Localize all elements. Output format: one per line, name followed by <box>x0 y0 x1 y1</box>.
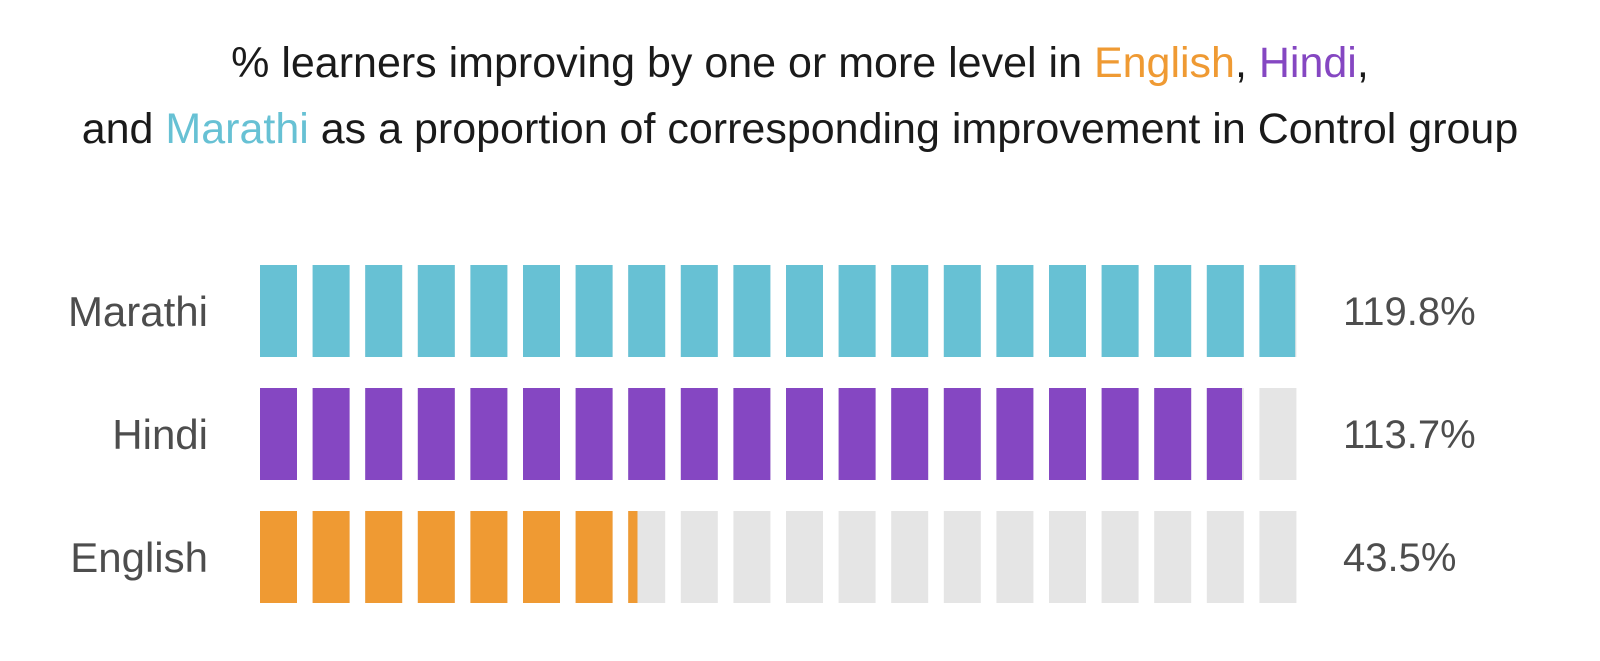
title-hindi: Hindi <box>1258 39 1357 87</box>
bar-segment-filled <box>733 388 771 480</box>
bar-segment-filled <box>838 265 876 357</box>
bar-segment-filled <box>470 265 508 357</box>
bar-segment-filled <box>1049 265 1086 357</box>
bar-segment-empty <box>733 511 771 603</box>
bar-segment-empty <box>1259 511 1297 603</box>
bar-segment-filled <box>628 388 666 480</box>
bar-segment-filled <box>1101 265 1139 357</box>
bar-segment-filled <box>996 265 1034 357</box>
bar-segment-filled <box>786 265 823 357</box>
bar-segment-filled <box>891 388 929 480</box>
bar-segment-filled <box>365 511 403 603</box>
bar-segment-filled <box>312 388 350 480</box>
bar-segment-filled <box>1206 265 1244 357</box>
category-label: Marathi <box>68 288 208 335</box>
bar-segment-filled <box>523 388 560 480</box>
bar-segment-filled <box>680 265 718 357</box>
bar-segment-filled <box>575 265 613 357</box>
bar-segment-empty <box>943 511 981 603</box>
title-line-1: % learners improving by one or more leve… <box>0 30 1600 96</box>
bar-segment-filled <box>260 265 297 357</box>
value-label: 43.5% <box>1343 536 1456 580</box>
bar-segment-empty <box>1101 511 1139 603</box>
bar-segment-filled <box>417 388 455 480</box>
bar-row-marathi: Marathi 119.8% <box>68 265 1476 357</box>
bar-segment-filled <box>891 265 929 357</box>
bar-segment-filled <box>1206 388 1242 480</box>
bar-segment-empty <box>1259 388 1297 480</box>
bar-segment-empty <box>838 511 876 603</box>
bar-segment-filled <box>260 511 297 603</box>
bar-segment-filled <box>1154 265 1192 357</box>
title-line-2: and Marathi as a proportion of correspon… <box>0 96 1600 162</box>
value-label: 119.8% <box>1343 290 1476 334</box>
bar-segment-filled <box>365 265 403 357</box>
bar-segment-filled <box>523 511 560 603</box>
bar-segment-filled <box>1101 388 1139 480</box>
bar-segment-filled <box>575 388 613 480</box>
bar-segment-filled <box>312 265 350 357</box>
category-label: Hindi <box>112 411 208 458</box>
bar-row-hindi: Hindi 113.7% <box>112 388 1476 480</box>
bar-segment-filled <box>365 388 403 480</box>
bar-segment-filled <box>733 265 771 357</box>
bar-segment-empty <box>680 511 718 603</box>
bar-segment-filled <box>680 388 718 480</box>
title-separator: , <box>1234 39 1259 87</box>
bar-segment-empty <box>1206 511 1244 603</box>
bar-segment-filled <box>628 265 666 357</box>
bar-segment-empty <box>786 511 823 603</box>
bar-segment-filled <box>1049 388 1086 480</box>
chart-title: % learners improving by one or more leve… <box>0 30 1600 162</box>
bar-segment-filled <box>417 511 455 603</box>
bar-segment-empty <box>891 511 929 603</box>
title-separator: , <box>1356 39 1369 87</box>
bar-segment-filled <box>470 511 508 603</box>
value-label: 113.7% <box>1343 413 1476 457</box>
bar-row-english: English 43.5% <box>70 511 1456 603</box>
title-marathi: Marathi <box>165 105 309 153</box>
bar-segment-filled <box>470 388 508 480</box>
bar-segment-empty <box>996 511 1034 603</box>
bar-segment-filled <box>417 265 455 357</box>
bar-segment-filled <box>312 511 350 603</box>
bar-segment-empty <box>1154 511 1192 603</box>
title-text: and <box>81 105 166 153</box>
bar-segment-filled <box>996 388 1034 480</box>
bar-segment-filled <box>943 388 981 480</box>
bar-segment-filled <box>786 388 823 480</box>
category-label: English <box>70 534 208 581</box>
bar-segment-filled <box>943 265 981 357</box>
bar-segment-filled <box>628 511 638 603</box>
title-text: as a proportion of corresponding improve… <box>308 105 1519 153</box>
title-english: English <box>1093 39 1235 87</box>
title-text: % learners improving by one or more leve… <box>231 39 1094 87</box>
bar-segment-filled <box>1259 265 1296 357</box>
bar-segment-filled <box>260 388 297 480</box>
bar-segment-filled <box>575 511 613 603</box>
bar-segment-empty <box>1049 511 1086 603</box>
bar-segment-filled <box>1154 388 1192 480</box>
bar-segment-filled <box>838 388 876 480</box>
bar-segment-filled <box>523 265 560 357</box>
